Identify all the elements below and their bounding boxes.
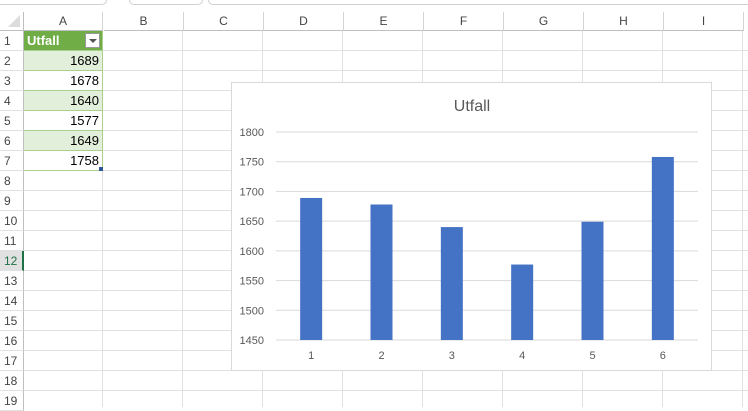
x-tick-label: 1 [308,350,314,362]
cell-A6[interactable]: 1649 [24,131,103,151]
row-header-2[interactable]: 2 [0,51,24,71]
cell-A2[interactable]: 1689 [24,51,103,71]
y-tick-label: 1750 [240,157,264,169]
row-header-13[interactable]: 13 [0,271,24,291]
x-tick-label: 4 [519,350,525,362]
bar-2 [370,204,393,340]
column-header-A[interactable]: A [24,12,103,31]
bar-1 [300,197,323,340]
toolbar-edge [129,0,203,5]
row-header-8[interactable]: 8 [0,171,24,191]
cell-A5[interactable]: 1577 [24,111,103,131]
x-tick-label: 3 [449,350,455,362]
column-header-H[interactable]: H [584,12,664,31]
x-tick-label: 5 [589,350,595,362]
column-header-D[interactable]: D [264,12,344,31]
column-header-C[interactable]: C [184,12,264,31]
bar-4 [511,264,534,340]
y-tick-label: 1450 [240,335,264,347]
cell-A4[interactable]: 1640 [24,91,103,111]
row-header-6[interactable]: 6 [0,131,24,151]
chart-svg: Utfall 1450 1500 1550 1600 1650 1700 1750 1800 1 2… [240,98,698,362]
x-tick-label: 6 [660,350,666,362]
cell-A3[interactable]: 1678 [24,71,103,91]
y-tick-label: 1600 [240,246,264,258]
row-header-15[interactable]: 15 [0,311,24,331]
row-header-12[interactable]: 12 [0,251,24,271]
formula-bar-edge [208,0,748,5]
row-header-5[interactable]: 5 [0,111,24,131]
row-header-3[interactable]: 3 [0,71,24,91]
name-box-edge [0,0,107,5]
row-header-7[interactable]: 7 [0,151,24,171]
row-header-19[interactable]: 19 [0,391,24,411]
y-tick-label: 1500 [240,305,264,317]
column-header-B[interactable]: B [104,12,184,31]
row-header-1[interactable]: 1 [0,31,24,51]
bar-5 [581,221,604,340]
y-tick-label: 1800 [240,127,264,139]
row-header-10[interactable]: 10 [0,211,24,231]
chart-title: Utfall [454,98,490,115]
chart[interactable]: Utfall 1450 1500 1550 1600 1650 1700 1750 1800 1 2… [231,82,712,371]
bar-3 [440,227,463,340]
select-all-button[interactable] [0,12,24,31]
x-tick-label: 2 [378,350,384,362]
column-header-G[interactable]: G [504,12,584,31]
y-tick-label: 1650 [240,216,264,228]
header-label: Utfall [27,33,60,48]
column-header-F[interactable]: F [424,12,504,31]
table-header-utfall[interactable]: Utfall [24,31,103,51]
row-header-17[interactable]: 17 [0,351,24,371]
y-tick-label: 1550 [240,276,264,288]
row-header-14[interactable]: 14 [0,291,24,311]
column-header-I[interactable]: I [664,12,744,31]
y-tick-label: 1700 [240,186,264,198]
column-header-E[interactable]: E [344,12,424,31]
row-header-11[interactable]: 11 [0,231,24,251]
row-header-9[interactable]: 9 [0,191,24,211]
bar-6 [651,156,674,340]
table-resize-handle[interactable] [99,167,103,171]
cell-A7[interactable]: 1758 [24,151,103,171]
row-header-18[interactable]: 18 [0,371,24,391]
row-header-4[interactable]: 4 [0,91,24,111]
ribbon-edge [0,0,748,12]
filter-dropdown-icon[interactable] [85,33,100,48]
row-header-16[interactable]: 16 [0,331,24,351]
